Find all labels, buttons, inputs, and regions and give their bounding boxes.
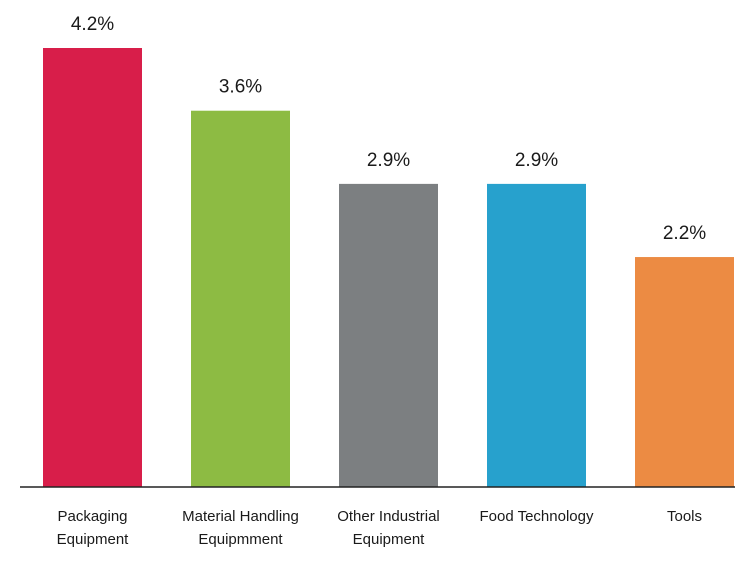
bars-group	[43, 48, 734, 487]
bar-4	[487, 183, 586, 487]
data-label-1: 4.2%	[71, 14, 114, 35]
category-label-5: Tools	[667, 508, 702, 525]
category-label-4: Food Technology	[480, 508, 594, 525]
category-label-line: Material Handling	[182, 508, 299, 525]
category-label-line: Equipment	[353, 531, 426, 548]
bar-2	[191, 110, 290, 487]
bar-1	[43, 48, 142, 487]
category-label-3: Other Industrial Equipment	[337, 508, 440, 548]
data-label-5: 2.2%	[663, 223, 706, 244]
category-label-line: Equipmment	[198, 531, 283, 548]
category-label-line: Tools	[667, 508, 702, 525]
data-label-4: 2.9%	[515, 150, 558, 171]
category-label-line: Equipment	[57, 531, 130, 548]
category-label-1: Packaging Equipment	[57, 508, 130, 548]
category-labels-group: Packaging Equipment Material Handling Equip…	[57, 508, 702, 548]
bar-5	[635, 257, 734, 487]
category-label-2: Material Handling Equipmment	[182, 508, 299, 548]
data-label-3: 2.9%	[367, 150, 410, 171]
category-label-line: Other Industrial	[337, 508, 440, 525]
value-labels-group: 4.2% 3.6% 2.9% 2.9% 2.2%	[71, 14, 706, 244]
data-label-2: 3.6%	[219, 77, 262, 98]
bar-3	[339, 183, 438, 487]
category-label-line: Packaging	[57, 508, 127, 525]
category-label-line: Food Technology	[480, 508, 594, 525]
